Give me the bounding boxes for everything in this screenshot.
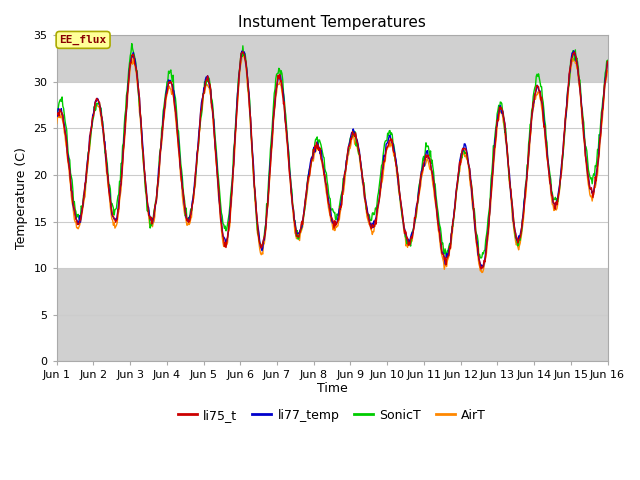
X-axis label: Time: Time [317,382,348,395]
li77_temp [399,215,407,221]
SonicT [63,127,70,132]
li75_t [120,146,127,152]
AirT [63,145,70,151]
AirT [205,84,212,90]
AirT [478,270,486,276]
li75_t [400,220,408,226]
Bar [57,268,607,361]
SonicT [604,58,611,63]
AirT [416,187,424,193]
AirT [53,120,61,126]
li77_temp [175,147,183,153]
SonicT [120,140,127,146]
Line: li77_temp: li77_temp [57,51,607,267]
li75_t [604,59,611,64]
li75_t [63,141,70,146]
li75_t [416,183,424,189]
SonicT [176,151,184,157]
AirT [400,227,408,232]
AirT [238,53,246,59]
li75_t [53,111,61,117]
Line: li75_t: li75_t [57,52,607,269]
Title: Instument Temperatures: Instument Temperatures [238,15,426,30]
li77_temp [205,76,212,82]
li77_temp [63,140,70,145]
Bar [57,36,607,82]
Y-axis label: Temperature (C): Temperature (C) [15,147,28,249]
SonicT [400,222,408,228]
SonicT [53,109,61,115]
li77_temp [53,114,61,120]
AirT [604,68,611,74]
li77_temp [120,147,127,153]
li77_temp [604,60,611,65]
li75_t [175,151,183,157]
SonicT [205,75,213,81]
SonicT [477,255,485,261]
li75_t [205,78,212,84]
li77_temp [570,48,578,54]
li75_t [239,49,246,55]
Text: EE_flux: EE_flux [60,35,107,45]
SonicT [416,180,424,185]
SonicT [128,41,136,47]
li77_temp [415,186,423,192]
li77_temp [479,264,486,270]
Line: SonicT: SonicT [57,44,607,258]
li75_t [477,266,485,272]
Line: AirT: AirT [57,56,607,273]
AirT [175,155,183,161]
AirT [120,151,127,156]
Legend: li75_t, li77_temp, SonicT, AirT: li75_t, li77_temp, SonicT, AirT [173,404,491,427]
